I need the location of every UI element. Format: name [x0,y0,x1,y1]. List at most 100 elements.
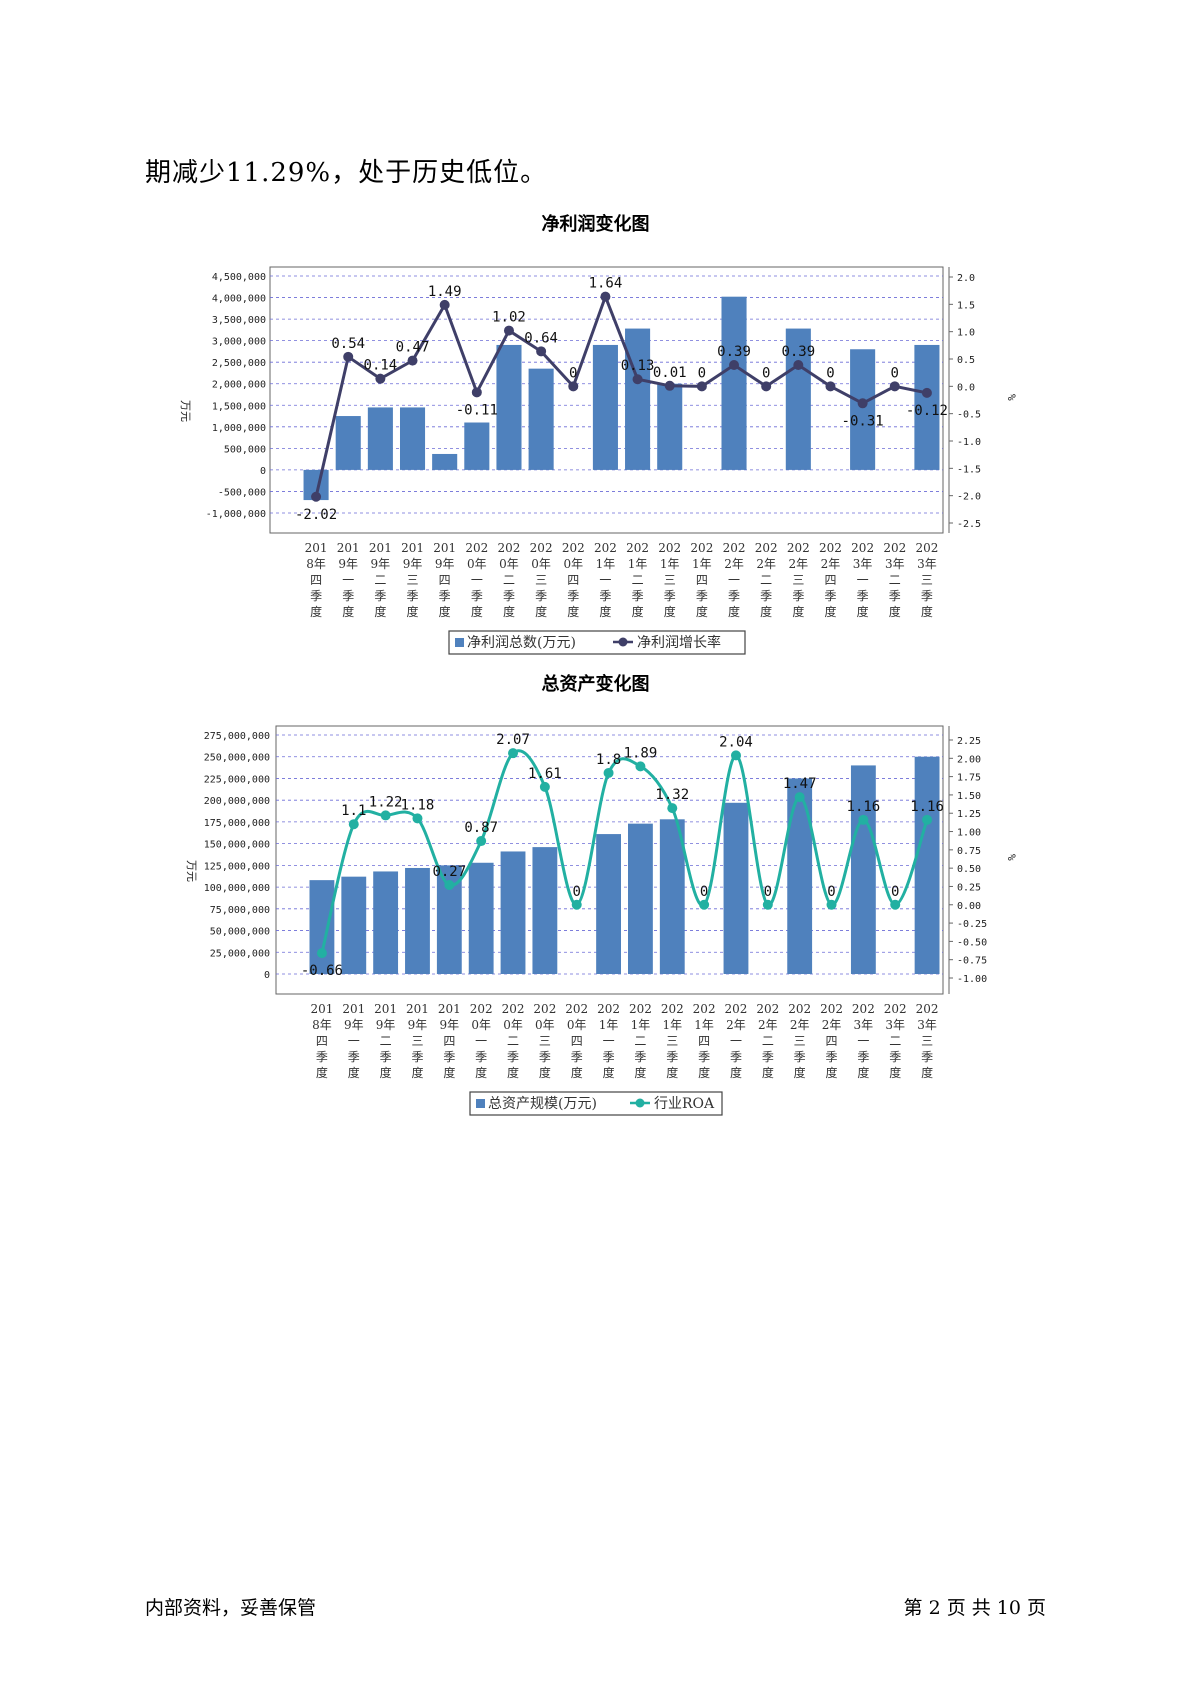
right-axis-tick-label: 2.0 [957,273,975,284]
category-label: 季 [728,589,740,603]
plot-frame [275,725,944,995]
category-label: 0年 [499,557,519,571]
right-axis-tick-label: 2.25 [957,736,981,747]
category-label: 季 [824,589,836,603]
data-label: -0.11 [456,402,498,418]
right-axis-tick-label: 0.5 [957,355,975,366]
category-label: 二 [380,1034,392,1048]
category-label: 201 [374,1002,397,1016]
legend-box [448,630,746,655]
line-point [568,381,579,392]
line-point [503,325,514,336]
data-label: 1.49 [428,284,462,300]
category-label: 1年 [628,557,648,571]
data-label: 0.47 [396,340,430,356]
legend-box [469,1091,723,1116]
category-label: 季 [507,1050,519,1064]
category-label: 3年 [917,1018,937,1032]
left-axis-tick-label: 150,000,000 [204,840,270,851]
left-axis-tick-label: 1,000,000 [212,423,266,434]
bar [914,756,940,974]
data-label: 2.04 [719,734,753,750]
line-point [826,899,837,910]
category-label: 0年 [503,1018,523,1032]
line-point [375,373,386,384]
bar [596,834,621,974]
category-label: 四 [824,573,836,587]
category-label: 度 [475,1065,487,1080]
left-axis-tick-label: -500,000 [218,487,266,498]
data-label: 1.89 [624,745,658,761]
line-point [632,374,643,385]
data-label: -0.66 [301,963,343,979]
legend-label-line: 净利润增长率 [637,634,721,651]
line-point [664,380,675,391]
right-axis-tick-label: -1.5 [957,464,981,475]
category-label: 0年 [563,557,583,571]
category-label: 度 [634,1065,646,1080]
category-label: 一 [475,1034,487,1048]
line-point [412,813,423,824]
category-label: 一 [857,1034,869,1048]
category-label: 季 [696,589,708,603]
bar [723,802,749,974]
category-label: 二 [760,573,772,587]
category-label: 季 [471,589,483,603]
category-label: 季 [889,1050,901,1064]
category-label: 1年 [692,557,712,571]
left-axis-tick-label: 225,000,000 [204,774,270,785]
category-label: 202 [626,541,649,555]
category-label: 8年 [306,557,326,571]
category-label: 201 [342,1002,365,1016]
category-label: 2年 [790,1018,810,1032]
bar [367,407,393,470]
category-label: 202 [820,1002,843,1016]
category-label: 一 [603,1034,615,1048]
data-label: 0 [700,884,708,900]
category-label: 季 [539,1050,551,1064]
line-point [921,387,932,398]
category-label: 季 [567,589,579,603]
category-label: 季 [443,1050,455,1064]
data-label: 1.16 [910,799,944,815]
category-label: 度 [567,604,579,619]
category-label: 季 [921,1050,933,1064]
category-label: 202 [533,1002,556,1016]
category-label: 3年 [853,557,873,571]
line-point [571,899,582,910]
category-label: 202 [562,541,585,555]
left-axis-tick-label: -1,000,000 [206,509,266,520]
category-label: 三 [535,573,547,587]
bar [468,862,494,974]
bar [850,765,876,974]
line-point [762,899,773,910]
line-point [471,387,482,398]
right-axis-tick-label: 2.00 [957,754,981,765]
category-label: 202 [916,1002,939,1016]
category-label: 四 [826,1034,838,1048]
category-label: 202 [470,1002,493,1016]
line-point [444,879,455,890]
left-axis-tick-label: 2,500,000 [212,358,266,369]
right-axis-tick-label: 1.75 [957,773,981,784]
category-label: 202 [852,1002,875,1016]
category-label: 度 [571,1065,583,1080]
category-label: 二 [507,1034,519,1048]
line-point [539,781,550,792]
category-label: 度 [698,1065,710,1080]
line-point [825,381,836,392]
right-axis-title: % [1005,394,1018,401]
category-label: 季 [503,589,515,603]
bar [500,851,526,974]
category-label: 季 [794,1050,806,1064]
line-point [311,491,322,502]
category-label: 0年 [467,557,487,571]
left-axis-tick-label: 175,000,000 [204,818,270,829]
category-label: 202 [756,1002,779,1016]
right-axis-tick-label: -2.5 [957,519,981,530]
category-label: 3年 [885,557,905,571]
data-label: 0 [569,365,577,381]
category-label: 一 [348,1034,360,1048]
line-point [730,750,741,761]
left-axis-tick-label: 50,000,000 [210,927,270,938]
